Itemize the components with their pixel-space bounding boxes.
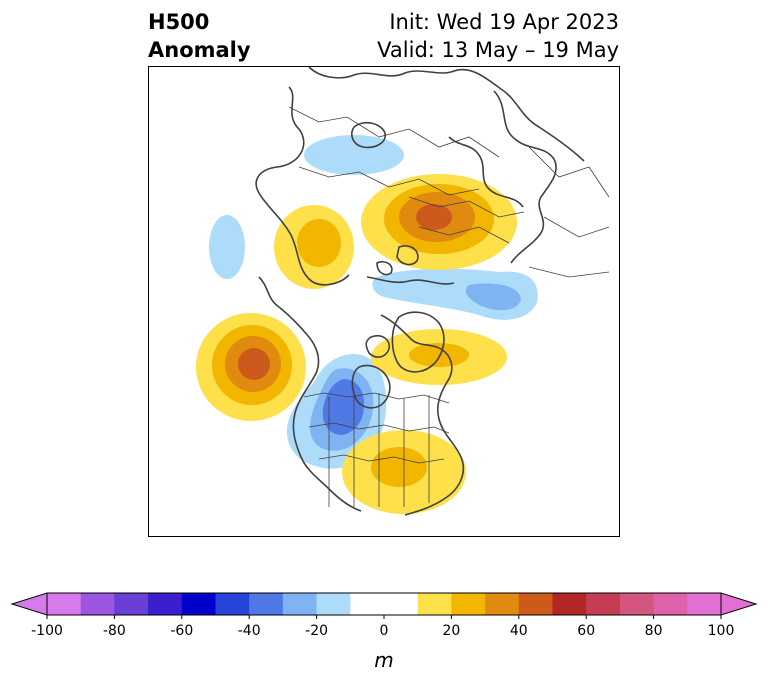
- coastlines: [255, 67, 585, 516]
- positive-anomaly-alaska-core: [297, 219, 341, 267]
- colorbar-bin: [316, 593, 351, 615]
- colorbar: -100 -80 -60 -40 -20 0 20 40 60 80 100 m: [10, 592, 758, 672]
- init-date: Init: Wed 19 Apr 2023: [389, 10, 619, 34]
- colorbar-bin: [653, 593, 688, 615]
- map-canvas: [196, 67, 610, 516]
- colorbar-tick-label: -80: [103, 623, 126, 639]
- colorbar-bin: [47, 593, 82, 615]
- colorbar-bin: [114, 593, 149, 615]
- colorbar-tick-label: -60: [170, 623, 193, 639]
- colorbar-bin: [249, 593, 284, 615]
- colorbar-bin: [586, 593, 621, 615]
- product-name: Anomaly: [148, 38, 251, 62]
- colorbar-tick-label: 20: [442, 623, 460, 639]
- colorbar-bin: [215, 593, 250, 615]
- valid-range: Valid: 13 May – 19 May: [377, 38, 619, 62]
- colorbar-tick-label: 100: [708, 623, 735, 639]
- colorbar-bin: [552, 593, 587, 615]
- colorbar-bin: [80, 593, 115, 615]
- positive-anomaly-eastern-us-core: [371, 447, 427, 487]
- colorbar-ticks: -100 -80 -60 -40 -20 0 20 40 60 80 100: [31, 615, 734, 639]
- forecast-dates: Init: Wed 19 Apr 2023 Valid: 13 May – 19…: [377, 8, 619, 64]
- colorbar-extend-low: [10, 592, 48, 616]
- colorbar-tick-label: -40: [238, 623, 261, 639]
- colorbar-tick-label: 80: [645, 623, 663, 639]
- colorbar-tick-label: 60: [577, 623, 595, 639]
- colorbar-tick-label: 40: [510, 623, 528, 639]
- colorbar-bin: [417, 593, 452, 615]
- colorbar-bin: [619, 593, 655, 615]
- negative-anomaly-north-pacific: [209, 215, 245, 279]
- colorbar-extend-high: [720, 592, 758, 616]
- positive-anomaly-northeast-pacific-core: [238, 348, 270, 380]
- colorbar-tick-label: 0: [380, 623, 389, 639]
- colorbar-bin: [282, 593, 318, 615]
- map-title: H500 Anomaly: [148, 8, 251, 64]
- colorbar-bin: [518, 593, 553, 615]
- anomaly-map: [148, 66, 620, 537]
- anomaly-shading: [196, 135, 538, 514]
- colorbar-bin: [485, 593, 520, 615]
- colorbar-bin: [181, 593, 216, 615]
- negative-anomaly-siberia-core: [465, 283, 521, 311]
- colorbar-bin: [451, 593, 486, 615]
- colorbar-tick-label: -100: [31, 623, 63, 639]
- positive-anomaly-north-atlantic-core: [409, 343, 469, 367]
- colorbar-bin: [687, 593, 722, 615]
- field-name: H500: [148, 10, 210, 34]
- colorbar-bins: [47, 593, 722, 615]
- colorbar-tick-label: -20: [305, 623, 328, 639]
- colorbar-bin: [148, 593, 183, 615]
- positive-anomaly-eurasia-core: [416, 204, 452, 230]
- political-boundaries: [288, 106, 610, 507]
- colorbar-unit-label: m: [374, 648, 393, 672]
- colorbar-bin: [350, 593, 419, 615]
